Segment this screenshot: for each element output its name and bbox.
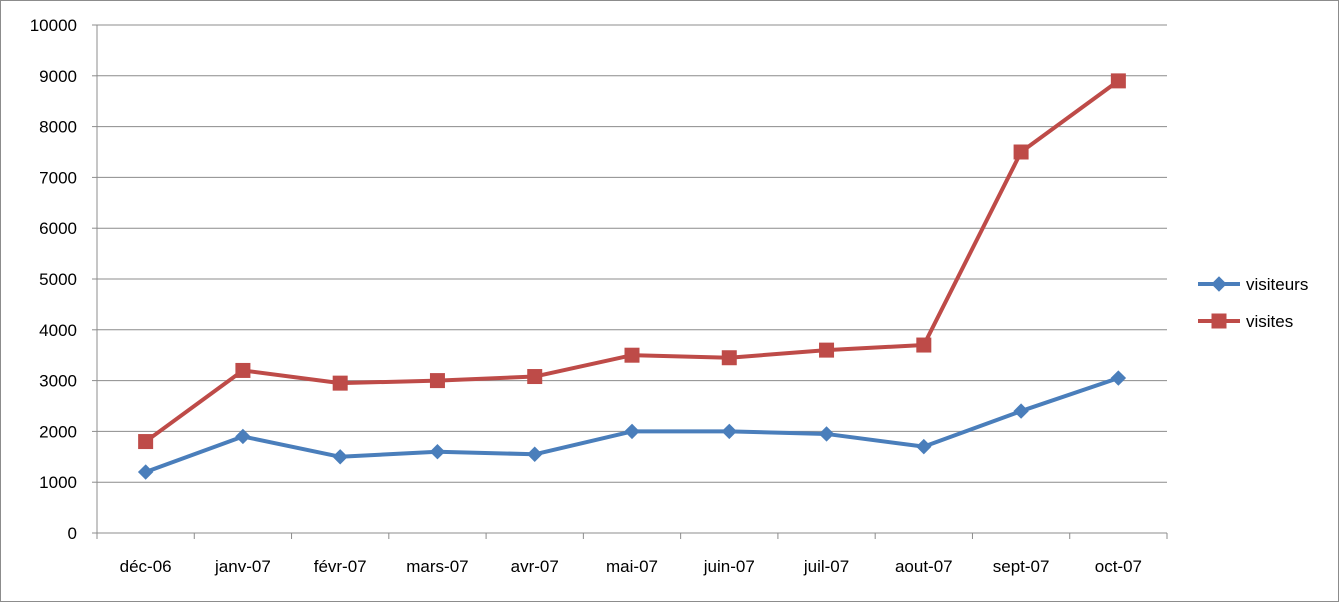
x-tick-label: déc-06 <box>120 557 172 576</box>
x-tick-label: sept-07 <box>993 557 1050 576</box>
data-point-visiteurs <box>332 449 348 465</box>
series-line-visites <box>143 78 1121 444</box>
data-point-visites <box>527 369 543 385</box>
data-point-visites <box>1110 73 1126 89</box>
y-tick-label: 6000 <box>39 219 77 238</box>
y-tick-label: 3000 <box>39 372 77 391</box>
x-tick-label: avr-07 <box>511 557 559 576</box>
data-point-visiteurs <box>916 438 932 455</box>
legend-item-visiteurs: visiteurs <box>1198 275 1308 294</box>
legend-label-visiteurs: visiteurs <box>1246 275 1308 294</box>
data-point-visites <box>429 373 445 389</box>
y-tick-label: 1000 <box>39 473 77 492</box>
legend-item-visites: visites <box>1198 312 1293 331</box>
y-tick-label: 8000 <box>39 118 77 137</box>
data-point-visites <box>819 342 835 358</box>
data-point-visiteurs <box>624 423 640 440</box>
series-layer <box>137 73 1127 480</box>
x-tick-label: oct-07 <box>1095 557 1142 576</box>
data-point-visiteurs <box>1110 370 1127 386</box>
data-point-visites <box>624 347 640 363</box>
x-tick-label: juil-07 <box>803 557 849 576</box>
data-point-visiteurs <box>527 446 543 462</box>
series-visites <box>138 73 1126 450</box>
x-tick-label: févr-07 <box>314 557 367 576</box>
y-tick-label: 4000 <box>39 321 77 340</box>
y-tick-label: 0 <box>68 524 77 543</box>
data-point-visiteurs <box>235 428 251 445</box>
data-point-visites <box>332 375 348 391</box>
x-tick-label: juin-07 <box>703 557 755 576</box>
data-point-visites <box>138 434 154 450</box>
gridlines <box>97 24 1167 483</box>
x-tick-label: mai-07 <box>606 557 658 576</box>
x-tick-label: mars-07 <box>406 557 468 576</box>
y-tick-label: 10000 <box>30 16 77 35</box>
series-visiteurs <box>137 370 1127 480</box>
y-tick-label: 9000 <box>39 67 77 86</box>
data-point-visites <box>916 337 932 353</box>
x-tick-label: aout-07 <box>895 557 953 576</box>
legend-marker-visiteurs <box>1211 276 1227 292</box>
legend-label-visites: visites <box>1246 312 1293 331</box>
data-point-visites <box>235 362 251 378</box>
y-tick-label: 7000 <box>39 168 77 187</box>
data-point-visites <box>721 350 737 366</box>
legend-marker-visites <box>1211 313 1227 329</box>
data-point-visiteurs <box>721 423 737 440</box>
y-tick-label: 5000 <box>39 270 77 289</box>
x-axis-ticks: déc-06 janv-07 févr-07 mars-07 avr-07 mai-07 j… <box>96 533 1168 576</box>
y-axis-ticks: 0 1000 2000 3000 4000 5000 6000 7000 8000 9000 100… <box>30 16 97 543</box>
data-point-visiteurs <box>429 444 446 460</box>
data-point-visiteurs <box>1013 403 1029 419</box>
data-point-visiteurs <box>818 426 835 442</box>
data-point-visites <box>1013 144 1029 160</box>
data-point-visiteurs <box>137 464 154 480</box>
x-tick-label: janv-07 <box>214 557 271 576</box>
legend: visiteurs visites <box>1198 275 1308 331</box>
y-tick-label: 2000 <box>39 422 77 441</box>
